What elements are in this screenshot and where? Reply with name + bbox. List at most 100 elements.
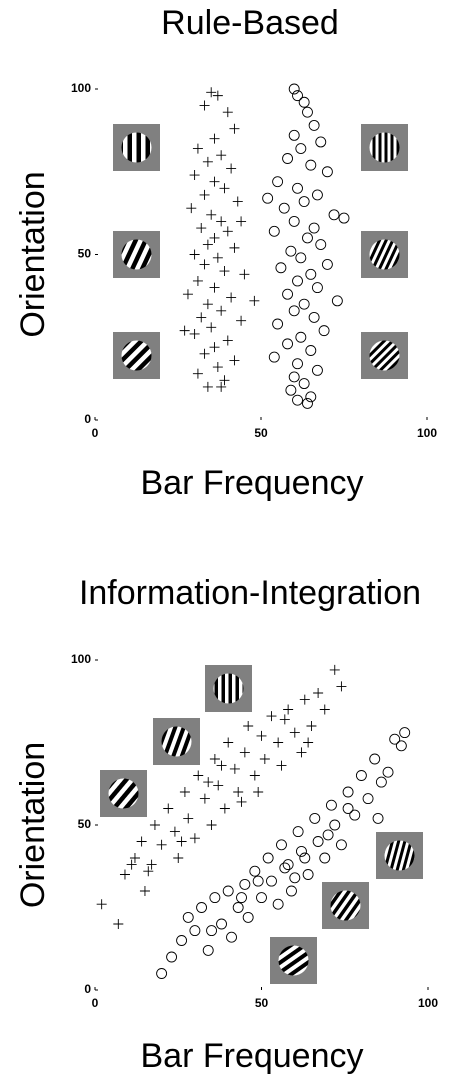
circle-point [290,873,300,883]
circle-point [217,919,227,929]
plus-point [200,349,210,359]
circle-point [273,177,283,187]
circle-point [306,345,316,355]
stimulus-icon [113,124,160,171]
stimulus-icon [270,937,317,984]
plus-point [210,177,220,187]
circle-point [312,190,322,200]
plus-point [236,216,246,226]
stimulus-icon [376,832,423,879]
x-tick-label: 100 [417,426,437,440]
x-tick-label: 50 [255,996,269,1010]
circle-point [293,827,303,837]
circle-point [190,926,200,936]
y-tick-label: 50 [78,247,92,261]
plus-point [180,787,190,797]
circle-point [197,903,207,913]
plus-point [200,794,210,804]
y-tick-label: 100 [71,81,91,95]
circle-point [293,359,303,369]
plus-point [210,233,220,243]
stimulus-icon [153,718,200,765]
circle-point [303,870,313,880]
circle-point [289,306,299,316]
circle-point [283,339,293,349]
plus-point [173,853,183,863]
stimulus-icon [361,332,408,379]
plus-point [229,124,239,134]
circle-point [237,893,247,903]
plus-point [226,163,236,173]
plus-point [233,197,243,207]
circle-point [227,932,237,942]
circle-point [376,777,386,787]
plus-point [207,820,217,830]
circle-point [309,223,319,233]
circle-point [299,197,309,207]
y-axis-label: Orientation [14,742,52,908]
x-tick-label: 0 [92,426,99,440]
plus-point [170,827,180,837]
plus-point [306,721,316,731]
plus-point [237,797,247,807]
circle-point [336,840,346,850]
plus-point [230,764,240,774]
plus-point [216,150,226,160]
plus-point [257,731,267,741]
plus-point [200,190,210,200]
circle-point [210,893,220,903]
y-tick-label: 0 [84,412,91,426]
circle-point [323,830,333,840]
x-axis-label: Bar Frequency [141,1037,364,1075]
circle-point [243,912,253,922]
plus-point [210,342,220,352]
stimulus-icon [322,882,369,929]
plus-point [239,269,249,279]
y-tick-label: 100 [71,652,91,666]
x-tick-label: 50 [254,426,268,440]
plus-point [157,840,167,850]
circle-point [276,263,286,273]
plus-point [290,728,300,738]
plus-point [186,203,196,213]
circle-point [310,813,320,823]
plus-point [190,833,200,843]
circle-point [302,233,312,243]
plus-point [203,382,213,392]
plus-point [193,276,203,286]
circle-point [332,296,342,306]
circle-point [309,120,319,130]
circle-point [279,203,289,213]
plus-point [216,216,226,226]
circle-point [299,379,309,389]
circle-point [157,969,167,979]
plus-point [236,316,246,326]
circle-point [286,886,296,896]
circle-point [363,794,373,804]
plus-point [280,714,290,724]
circle-point [343,787,353,797]
circle-point [207,926,217,936]
stimulus-icon [361,124,408,171]
plus-point [200,259,210,269]
circle-point [330,820,340,830]
plus-point [200,101,210,111]
circle-point [223,886,233,896]
circle-point [293,395,303,405]
circle-point [373,813,383,823]
plus-point [276,761,286,771]
circle-point [263,853,273,863]
circle-point [390,734,400,744]
circle-point [269,352,279,362]
plus-point [216,306,226,316]
circle-point [320,853,330,863]
x-axis-label: Bar Frequency [141,464,364,502]
circle-point [296,332,306,342]
plus-point [120,870,130,880]
plus-point [217,761,227,771]
plus-point [219,266,229,276]
plus-point [193,369,203,379]
plus-point [210,283,220,293]
circle-point [183,912,193,922]
plus-point [223,738,233,748]
